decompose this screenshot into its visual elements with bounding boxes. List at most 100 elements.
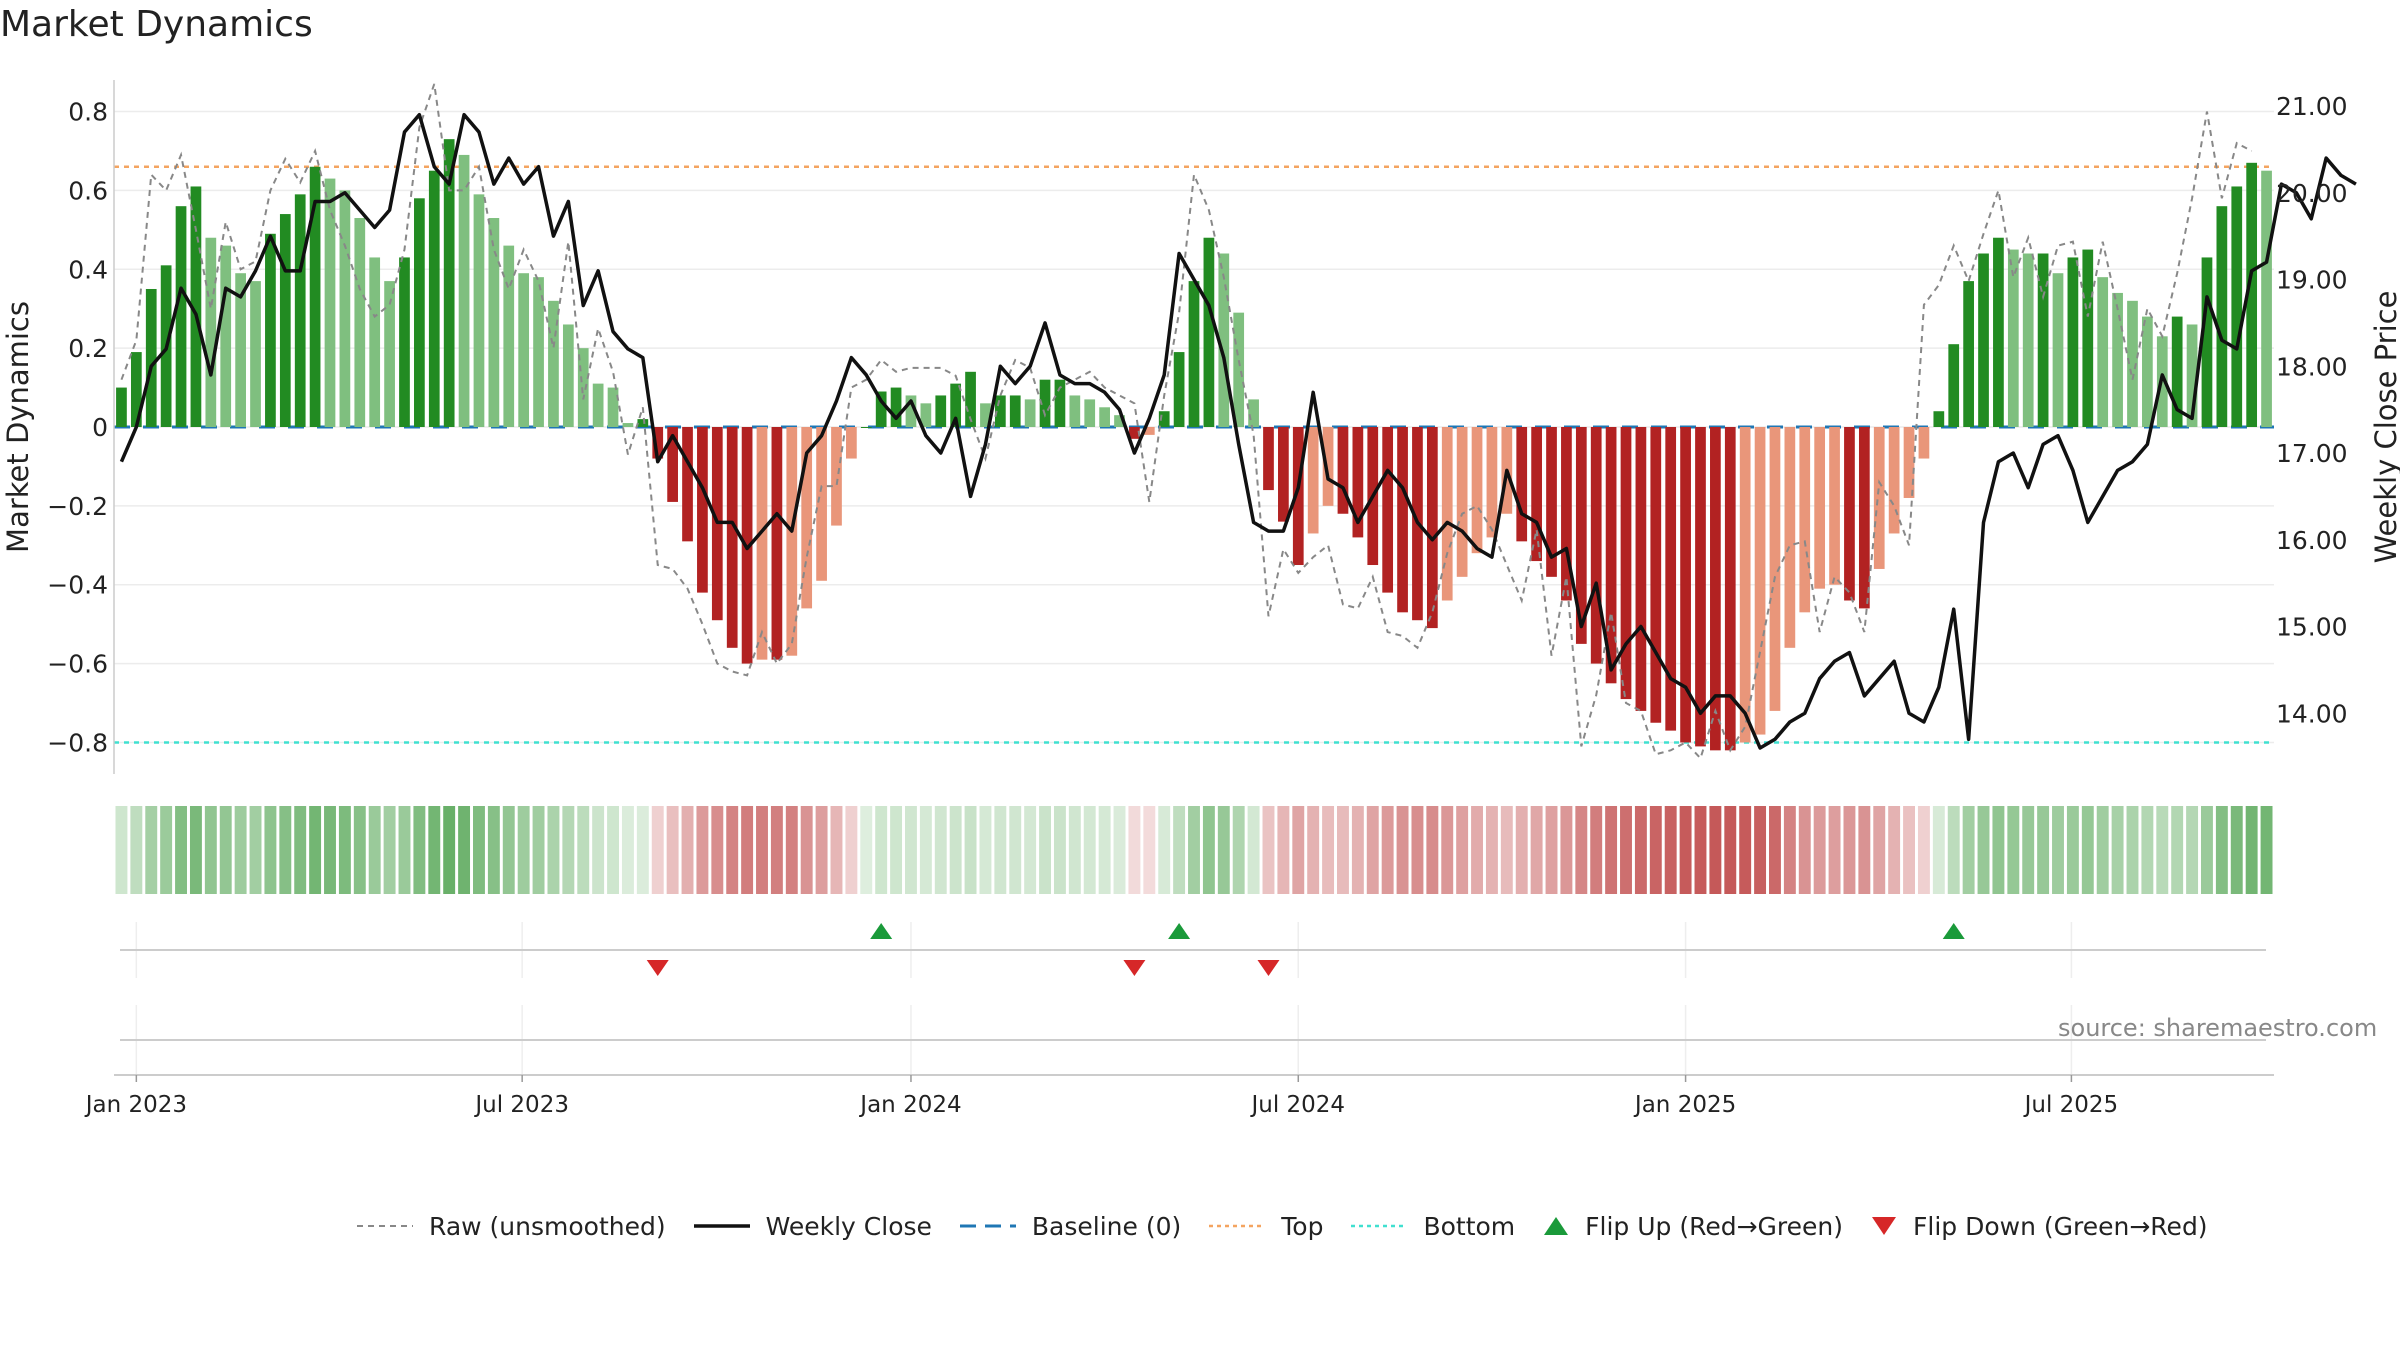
regime-cell <box>2037 806 2050 894</box>
regime-cell <box>1456 806 1469 894</box>
dynamics-bar <box>1829 427 1840 585</box>
left-tick-label: −0.2 <box>47 492 108 521</box>
dynamics-bar <box>1605 427 1617 684</box>
dynamics-bar <box>1322 427 1334 506</box>
flip-down-marker <box>1123 960 1146 976</box>
regime-cell <box>2171 806 2184 894</box>
legend-label-flip-down: Flip Down (Green→Red) <box>1913 1211 2208 1241</box>
dynamics-bar <box>190 186 202 427</box>
dynamics-bar <box>1561 427 1572 601</box>
chart-title: Market Dynamics <box>0 4 313 45</box>
regime-cell <box>726 806 739 894</box>
flip-markers-panel <box>120 922 2266 978</box>
regime-cell <box>1903 806 1915 894</box>
regime-cell <box>1411 806 1424 894</box>
regime-cell <box>905 806 917 894</box>
source-credit: source: sharemaestro.com <box>2058 1014 2378 1042</box>
regime-cell <box>383 806 396 894</box>
dynamics-bar <box>116 387 127 427</box>
market-dynamics-chart: 0.8 0.6 0.4 0.2 0 −0.2 −0.4 −0.6 −0.8 21.00 20.00 1… <box>1 80 2400 1118</box>
dynamics-bar <box>1337 427 1349 514</box>
flip-up-marker <box>1168 923 1191 939</box>
regime-cell <box>130 806 143 894</box>
dynamics-bar <box>1635 427 1647 711</box>
regime-cell <box>413 806 426 894</box>
dynamics-bar <box>1873 427 1885 569</box>
regime-cell <box>1471 806 1483 894</box>
dynamics-bar <box>1054 379 1066 427</box>
dynamics-bar <box>279 214 291 427</box>
dynamics-bar <box>473 194 485 427</box>
dynamics-bar <box>2052 273 2064 427</box>
regime-cell <box>1083 806 1096 894</box>
dynamics-bar <box>1948 344 1960 427</box>
regime-cell <box>1068 806 1081 894</box>
dynamics-bar <box>235 273 246 427</box>
regime-cell <box>651 806 664 894</box>
regime-cell <box>1337 806 1349 894</box>
dynamics-bar <box>905 395 917 427</box>
legend-item-top: Top <box>1207 1212 1323 1241</box>
left-tick-label: 0.6 <box>68 176 108 205</box>
regime-cell <box>1202 806 1215 894</box>
regime-cell <box>1575 806 1588 894</box>
dynamics-bar <box>414 198 425 427</box>
regime-cell <box>1739 806 1752 894</box>
dynamics-bar <box>577 348 589 427</box>
regime-cell <box>1322 806 1335 894</box>
dynamics-bar <box>1978 253 1989 427</box>
dynamics-bar <box>756 427 768 660</box>
legend-swatch-close <box>693 1224 750 1228</box>
x-tick-label: Jan 2025 <box>1633 1092 1736 1118</box>
dynamics-bar <box>2097 277 2109 427</box>
dynamics-bar <box>771 427 783 660</box>
x-tick-label: Jan 2024 <box>858 1092 961 1118</box>
regime-cell <box>1709 806 1722 894</box>
regime-cell <box>860 806 873 894</box>
dynamics-bar <box>1382 427 1394 593</box>
dynamics-bar <box>265 233 276 427</box>
regime-cell <box>845 806 858 894</box>
regime-cell <box>1769 806 1781 894</box>
dynamics-bar <box>1546 427 1557 577</box>
dynamics-bar <box>697 427 708 593</box>
dynamics-bar <box>399 257 410 427</box>
dynamics-bar <box>1188 281 1200 427</box>
right-tick-label: 16.00 <box>2276 526 2348 555</box>
dynamics-bar <box>1233 312 1245 427</box>
legend-swatch-baseline <box>959 1224 1016 1228</box>
regime-cell <box>1530 806 1543 894</box>
dynamics-bar <box>1918 427 1930 459</box>
dynamics-bar <box>443 139 455 428</box>
regime-cell <box>2111 806 2124 894</box>
dynamics-bar <box>1039 379 1051 427</box>
dynamics-bar <box>1799 427 1811 613</box>
dynamics-bar <box>1486 427 1498 538</box>
regime-cell <box>2260 806 2273 894</box>
regime-cell <box>949 806 962 894</box>
dynamics-bar <box>980 403 991 427</box>
regime-cell <box>696 806 709 894</box>
dynamics-bar <box>950 383 962 427</box>
dynamics-bar <box>458 154 470 427</box>
regime-cell <box>1560 806 1573 894</box>
regime-cell <box>1828 806 1841 894</box>
regime-cell <box>1694 806 1707 894</box>
regime-cell <box>1783 806 1796 894</box>
regime-cell <box>1381 806 1394 894</box>
dynamics-bar <box>369 257 381 427</box>
dynamics-bar <box>533 277 544 427</box>
raw-line <box>120 83 2253 761</box>
legend-item-close: Weekly Close <box>692 1212 932 1241</box>
regime-cell <box>1515 806 1528 894</box>
dynamics-bar <box>1814 427 1826 589</box>
dynamics-bar <box>1024 399 1036 427</box>
regime-cell <box>770 806 783 894</box>
dynamics-bar <box>1590 427 1602 664</box>
regime-cell <box>741 806 754 894</box>
dynamics-bar <box>667 427 678 502</box>
dynamics-bar <box>354 218 366 427</box>
regime-cell <box>502 806 515 894</box>
regime-cell <box>1962 806 1975 894</box>
regime-cell <box>1426 806 1439 894</box>
